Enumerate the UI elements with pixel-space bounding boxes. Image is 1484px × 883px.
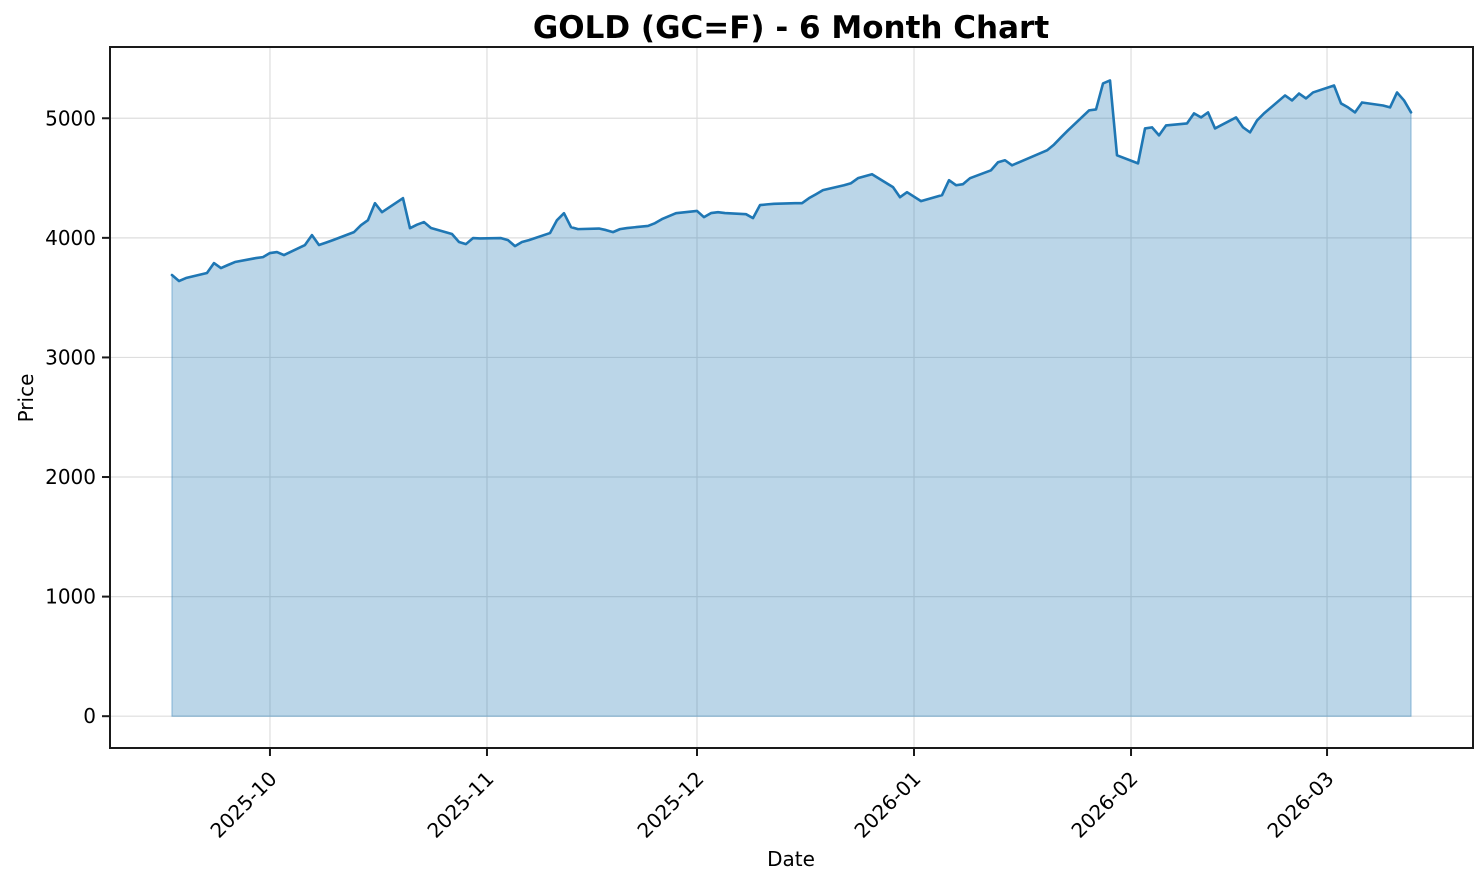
x-tick-label: 2026-03 — [1263, 767, 1339, 843]
x-tick-label: 2025-12 — [632, 767, 708, 843]
chart-title: GOLD (GC=F) - 6 Month Chart — [533, 10, 1049, 46]
x-tick-label: 2025-10 — [205, 767, 281, 843]
x-axis-label: Date — [767, 847, 815, 871]
y-tick-label: 5000 — [45, 106, 96, 130]
x-tick-label: 2026-01 — [849, 767, 925, 843]
y-tick-label: 3000 — [45, 345, 96, 369]
x-tick-label: 2026-02 — [1066, 767, 1142, 843]
y-axis-label: Price — [14, 374, 38, 423]
y-tick-label: 2000 — [45, 465, 96, 489]
price-area-fill — [171, 79, 1412, 717]
y-tick-label: 1000 — [45, 585, 96, 609]
plot-border — [109, 46, 1474, 749]
y-tick-label: 4000 — [45, 226, 96, 250]
y-tick-label: 0 — [83, 704, 96, 728]
x-tick-label: 2025-11 — [422, 767, 498, 843]
price-line — [170, 79, 1413, 283]
price-series — [170, 79, 1413, 717]
